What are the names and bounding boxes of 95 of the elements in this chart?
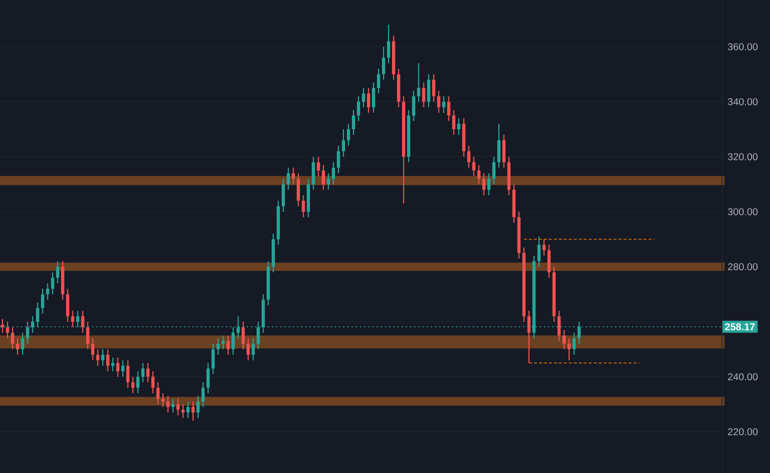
candlestick <box>282 178 285 212</box>
candlestick <box>437 90 440 114</box>
candlestick <box>472 156 476 177</box>
candlestick <box>452 109 456 136</box>
candlestick <box>312 156 315 190</box>
candlestick <box>216 338 220 356</box>
candlestick <box>302 194 305 218</box>
y-tick-label: 360.00 <box>728 43 758 50</box>
candlestick <box>527 310 531 364</box>
candlestick <box>422 82 426 108</box>
candlestick <box>186 400 190 419</box>
y-tick-label: 340.00 <box>728 98 758 106</box>
candlestick <box>572 332 576 356</box>
candlestick <box>226 334 230 356</box>
candlestick <box>286 167 290 190</box>
candlestick <box>131 376 134 394</box>
candlestick <box>96 348 100 366</box>
candlestick <box>322 164 326 190</box>
candlestick <box>176 398 180 416</box>
candlestick <box>222 334 225 350</box>
y-tick-label: 300.00 <box>728 208 758 216</box>
candlestick <box>467 145 470 168</box>
y-tick-label: 220.00 <box>728 428 758 436</box>
candlestick <box>156 382 160 405</box>
y-tick-label: 280.00 <box>728 263 758 270</box>
candlestick <box>497 123 500 168</box>
candlestick <box>16 338 20 356</box>
candlestick <box>562 329 566 350</box>
candlestick <box>111 356 114 372</box>
candlestick <box>557 310 561 342</box>
candlestick <box>386 24 390 64</box>
candlestick <box>151 370 155 394</box>
candlestick <box>477 164 480 185</box>
candlestick <box>492 156 496 185</box>
candlestick <box>427 74 430 108</box>
candlestick <box>46 282 50 300</box>
y-tick-label: 240.00 <box>728 373 758 380</box>
candlestick <box>316 156 320 177</box>
candlestick <box>352 109 356 136</box>
candlestick <box>51 272 54 295</box>
candlestick <box>71 310 74 328</box>
candlestick <box>356 96 360 122</box>
candlestick <box>196 395 200 419</box>
candlestick <box>332 162 336 185</box>
candlestick <box>346 123 350 146</box>
candlestick <box>116 356 120 378</box>
candlestick <box>252 338 255 361</box>
candlestick <box>336 145 340 174</box>
candlestick <box>106 348 110 372</box>
candlestick <box>502 134 506 168</box>
candlestick <box>447 96 450 122</box>
candlestick <box>206 362 210 394</box>
candlestick <box>211 343 215 375</box>
candlestick <box>121 360 124 378</box>
candlestick <box>91 338 94 361</box>
candlestick <box>362 87 366 108</box>
candlestick <box>136 370 140 394</box>
candlestick <box>20 332 24 356</box>
candlestick <box>457 118 460 136</box>
candlestick <box>366 87 370 114</box>
candlestick <box>417 62 420 102</box>
candlestick <box>86 321 90 350</box>
candlestick <box>141 362 145 383</box>
candlestick <box>126 360 130 388</box>
candlestick <box>547 244 551 278</box>
candlestick <box>432 74 436 102</box>
candlestick <box>56 260 60 284</box>
candlestick <box>482 172 486 196</box>
candlestick <box>442 96 446 114</box>
candlestick <box>372 82 376 114</box>
candlestick <box>81 310 84 334</box>
candlestick <box>376 68 380 94</box>
candlestick <box>542 238 546 256</box>
candlestick <box>296 172 300 207</box>
candlestick <box>246 338 250 361</box>
candlestick <box>537 236 541 268</box>
candlestick <box>487 172 490 196</box>
candlestick <box>412 90 416 122</box>
candlestick <box>191 400 195 422</box>
candlestick <box>326 172 330 190</box>
candlestick <box>101 348 104 366</box>
candlestick <box>292 167 295 185</box>
candlestick <box>10 326 14 350</box>
candlestick <box>166 395 170 414</box>
candlestick <box>41 288 44 314</box>
ref-line-label: 258.17 <box>725 323 755 330</box>
candlestick <box>6 321 10 339</box>
candlestick <box>146 362 150 383</box>
candlestick <box>567 338 571 361</box>
candlestick <box>66 288 70 322</box>
candlestick <box>342 128 346 158</box>
candlestick <box>242 321 245 350</box>
y-tick-label: 320.00 <box>728 153 758 160</box>
candlestick <box>201 382 205 408</box>
candlestick <box>382 46 386 80</box>
